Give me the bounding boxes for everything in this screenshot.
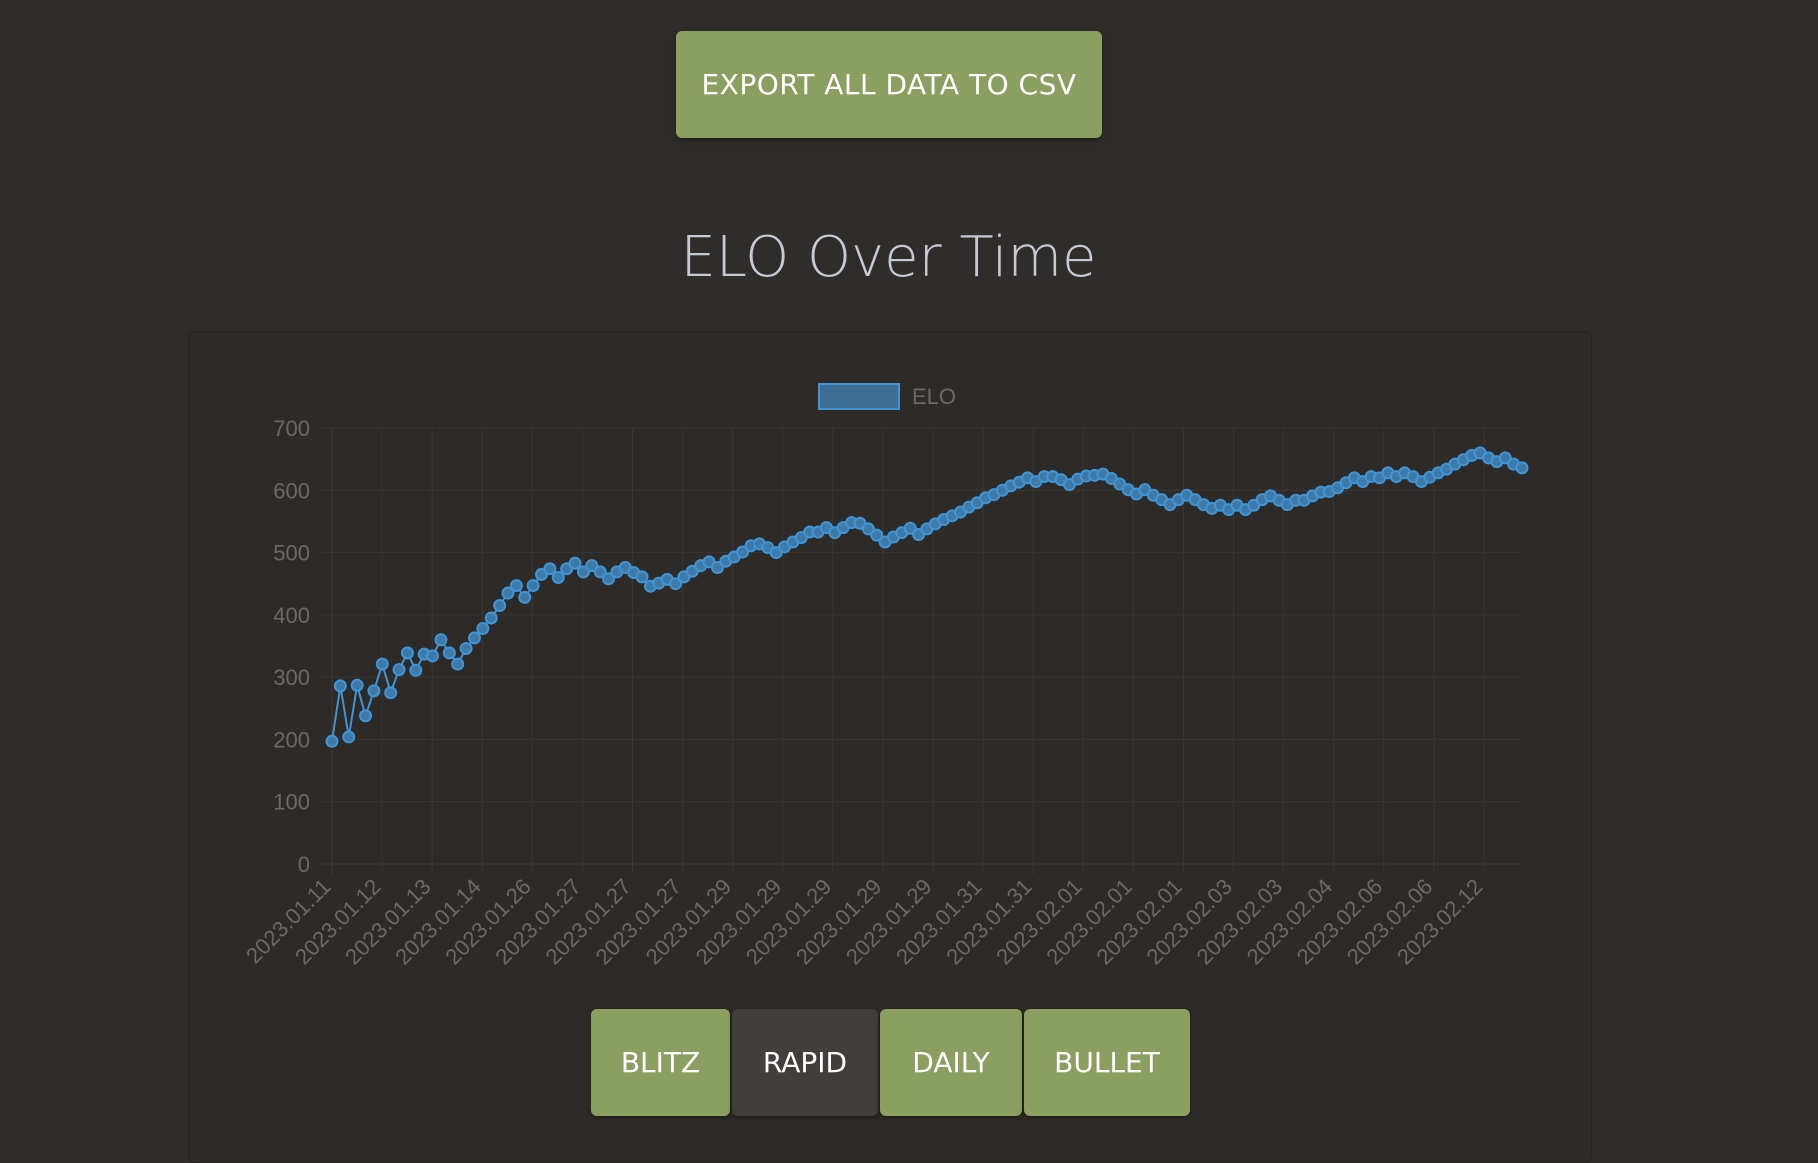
time-control-tabs: BLITZ RAPID DAILY BULLET xyxy=(591,1009,1190,1116)
data-point xyxy=(576,565,590,579)
tab-bullet[interactable]: BULLET xyxy=(1024,1009,1190,1116)
tab-daily[interactable]: DAILY xyxy=(880,1009,1022,1116)
data-point xyxy=(585,559,599,573)
data-point xyxy=(342,730,356,744)
data-point xyxy=(409,663,423,677)
y-tick-label: 200 xyxy=(273,727,310,752)
x-axis: 2023.01.112023.01.122023.01.132023.01.14… xyxy=(241,874,1487,970)
data-point xyxy=(710,561,724,575)
legend-swatch-elo[interactable] xyxy=(818,383,900,410)
data-point xyxy=(551,570,565,584)
export-csv-button[interactable]: EXPORT ALL DATA TO CSV xyxy=(676,31,1102,138)
data-point xyxy=(526,579,540,593)
data-point xyxy=(459,641,473,655)
data-point xyxy=(484,611,498,625)
data-point xyxy=(400,646,414,660)
data-point xyxy=(384,686,398,700)
data-point xyxy=(325,734,339,748)
tab-rapid[interactable]: RAPID xyxy=(732,1009,878,1116)
data-point xyxy=(434,633,448,647)
data-point xyxy=(333,679,347,693)
data-point xyxy=(568,556,582,570)
y-tick-label: 700 xyxy=(273,416,310,441)
data-point xyxy=(669,577,683,591)
data-point xyxy=(602,572,616,586)
data-point xyxy=(736,545,750,559)
data-point xyxy=(903,521,917,535)
data-point xyxy=(518,590,532,604)
data-point xyxy=(593,565,607,579)
y-axis: 0 100 200 300 400 500 600 700 xyxy=(273,416,310,877)
y-tick-label: 600 xyxy=(273,478,310,503)
data-point xyxy=(367,684,381,698)
data-point xyxy=(509,579,523,593)
data-point xyxy=(451,657,465,671)
data-point xyxy=(1515,461,1529,475)
y-tick-label: 400 xyxy=(273,603,310,628)
grid xyxy=(322,427,1522,874)
data-point xyxy=(476,622,490,636)
data-point xyxy=(870,528,884,542)
data-point xyxy=(635,570,649,584)
data-point xyxy=(467,631,481,645)
data-point xyxy=(442,646,456,660)
data-point xyxy=(375,657,389,671)
series-elo xyxy=(325,446,1529,748)
data-point xyxy=(426,649,440,663)
y-tick-label: 100 xyxy=(273,790,310,815)
data-point xyxy=(359,709,373,723)
data-point xyxy=(861,522,875,536)
data-point xyxy=(350,678,364,692)
data-point xyxy=(392,663,406,677)
data-point xyxy=(493,599,507,613)
legend[interactable]: ELO xyxy=(818,383,956,410)
y-tick-label: 500 xyxy=(273,541,310,566)
y-tick-label: 0 xyxy=(298,852,310,877)
legend-label-elo[interactable]: ELO xyxy=(912,384,956,409)
tab-blitz[interactable]: BLITZ xyxy=(591,1009,730,1116)
y-tick-label: 300 xyxy=(273,665,310,690)
data-point xyxy=(543,562,557,576)
data-point xyxy=(501,586,515,600)
page-title: ELO Over Time xyxy=(680,225,1097,290)
data-point xyxy=(1498,451,1512,465)
